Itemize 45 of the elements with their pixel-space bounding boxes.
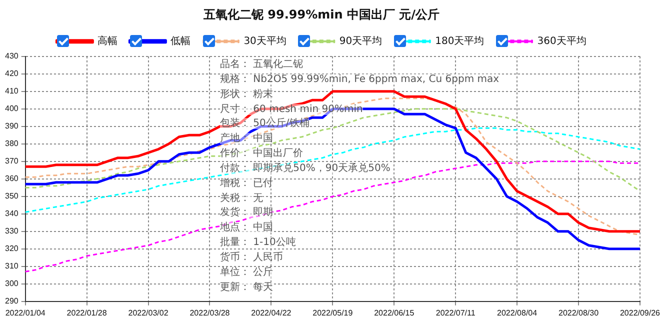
annotation: 增税： 已付 <box>220 178 274 189</box>
y-tick-label: 310 <box>4 262 19 271</box>
y-tick-label: 320 <box>4 244 19 254</box>
y-tick-label: 430 <box>4 52 19 61</box>
y-tick-label: 290 <box>4 296 19 306</box>
annotation: 更新： 每天 <box>220 282 274 293</box>
annotation: 产地： 中国 <box>220 133 274 144</box>
y-tick-label: 340 <box>4 209 19 218</box>
annotation: 品名： 五氧化二铌 <box>220 59 304 70</box>
y-tick-label: 410 <box>4 86 19 96</box>
annotation: 地点： 中国 <box>220 222 274 234</box>
annotation: 货币： 人民币 <box>220 252 284 263</box>
y-tick-label: 350 <box>4 192 19 201</box>
y-tick-label: 380 <box>4 139 19 148</box>
y-tick-label: 370 <box>4 156 19 166</box>
x-tick-label: 2022/06/15 <box>374 308 415 318</box>
annotation: 单位： 公斤 <box>220 266 274 278</box>
y-tick-label: 300 <box>4 279 19 288</box>
x-tick-label: 2022/09/26 <box>620 308 661 318</box>
annotation: 批量： 1-10公吨 <box>220 237 296 248</box>
y-tick-label: 390 <box>4 122 19 131</box>
y-tick-label: 420 <box>4 69 19 78</box>
annotation: 关税： 无 <box>220 192 264 204</box>
x-tick-label: 2022/08/04 <box>497 308 538 318</box>
annotation: 规格： Nb2O5 99.99%min, Fe 6ppm max, Cu 6ppm max <box>220 74 500 85</box>
y-tick-label: 400 <box>4 104 19 114</box>
x-tick-label: 2022/05/19 <box>312 308 354 318</box>
annotation: 作价： 中国出厂价 <box>220 148 304 160</box>
legend-label: 360天平均 <box>537 34 586 47</box>
x-tick-label: 2022/03/02 <box>128 308 169 318</box>
y-tick-label: 330 <box>4 226 19 236</box>
legend-label: 30天平均 <box>244 34 286 47</box>
legend-label: 180天平均 <box>435 34 484 47</box>
x-tick-label: 2022/01/04 <box>5 308 46 318</box>
legend-label: 90天平均 <box>339 34 382 47</box>
x-tick-label: 2022/04/22 <box>251 308 292 318</box>
annotation: 形状： 粉末 <box>220 88 274 100</box>
x-tick-label: 2022/08/30 <box>558 308 600 318</box>
legend-label: 高幅 <box>98 34 118 47</box>
chart-title: 五氧化二铌 99.99%min 中国出厂 元/公斤 <box>202 7 440 22</box>
x-tick-label: 2022/03/28 <box>190 308 230 318</box>
legend-label: 低幅 <box>170 34 191 47</box>
x-tick-label: 2022/01/28 <box>66 308 108 318</box>
x-tick-label: 2022/07/11 <box>436 308 476 318</box>
y-tick-label: 360 <box>4 174 19 184</box>
